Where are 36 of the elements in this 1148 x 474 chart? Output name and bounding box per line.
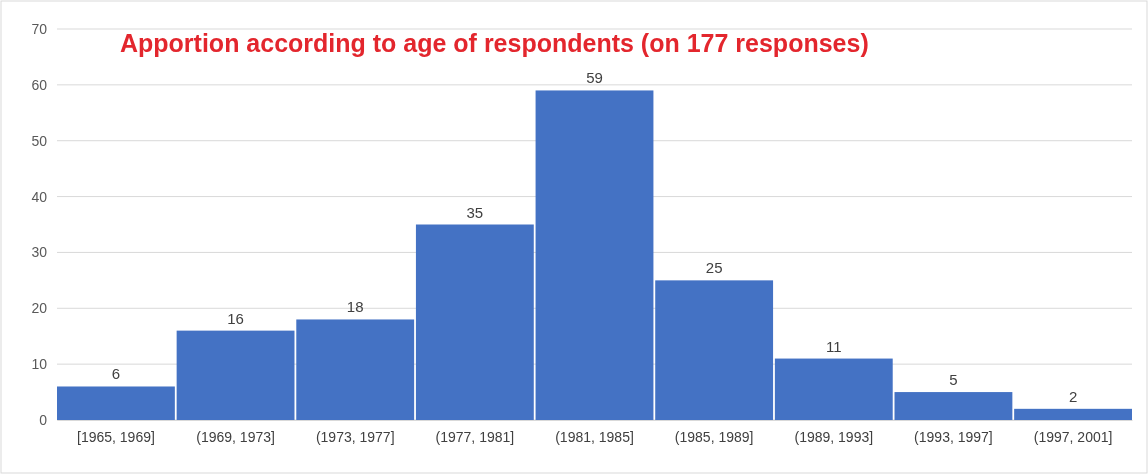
- bar: [176, 330, 295, 420]
- bar: [894, 392, 1013, 420]
- x-tick-label: (1989, 1993]: [794, 428, 874, 445]
- data-label: 25: [705, 259, 723, 277]
- bar: [57, 386, 175, 420]
- x-tick-label: (1969, 1973]: [196, 428, 275, 445]
- x-tick-label: (1985, 1989]: [674, 428, 754, 445]
- x-tick-label: (1973, 1977]: [315, 428, 395, 445]
- x-tick-label: (1977, 1981]: [435, 428, 515, 445]
- bar: [415, 224, 534, 420]
- data-label: 18: [346, 298, 364, 316]
- data-label: 11: [826, 337, 842, 355]
- y-tick-label: 40: [31, 188, 48, 205]
- y-tick-label: 60: [31, 76, 48, 93]
- y-tick-label: 10: [31, 356, 48, 373]
- y-tick-label: 0: [39, 411, 48, 428]
- y-tick-label: 70: [31, 20, 48, 37]
- data-label: 2: [1068, 387, 1078, 405]
- x-tick-label: [1965, 1969]: [76, 428, 155, 445]
- y-tick-label: 50: [31, 132, 48, 149]
- bar: [655, 280, 774, 420]
- bar: [535, 90, 654, 420]
- bar: [774, 358, 893, 420]
- data-label: 5: [949, 371, 958, 389]
- x-tick-label: (1981, 1985]: [555, 428, 634, 445]
- data-label: 16: [227, 309, 244, 327]
- y-tick-label: 20: [31, 300, 48, 317]
- data-label: 59: [586, 69, 603, 87]
- bar: [296, 319, 415, 420]
- y-tick-label: 30: [31, 244, 48, 261]
- x-tick-label: (1993, 1997]: [914, 428, 993, 445]
- bar: [1014, 408, 1132, 420]
- data-label: 6: [111, 365, 121, 383]
- x-tick-label: (1997, 2001]: [1033, 428, 1113, 445]
- data-label: 35: [466, 203, 484, 221]
- chart-title: Apportion according to age of respondents (on 177 responses): [120, 29, 869, 57]
